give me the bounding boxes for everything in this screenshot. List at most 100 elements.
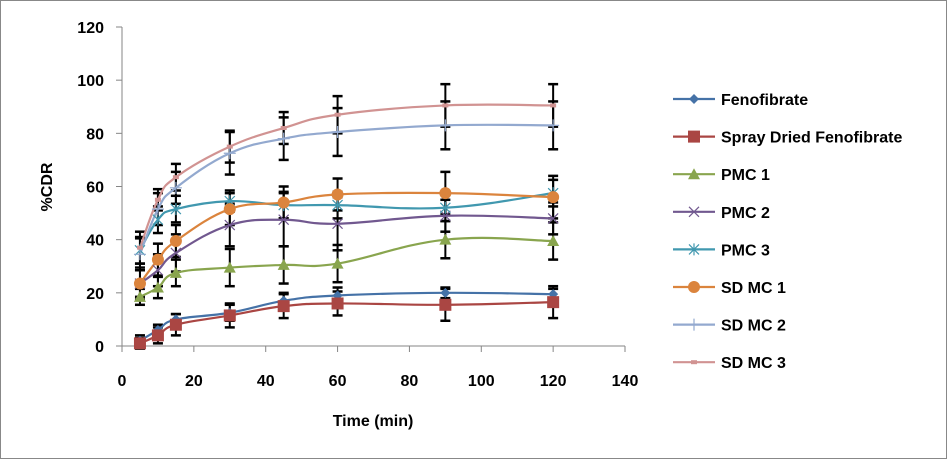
data-point bbox=[151, 253, 164, 266]
data-point bbox=[547, 119, 560, 132]
y-tick-label: 0 bbox=[95, 339, 104, 356]
legend-item: Spray Dried Fenofibrate bbox=[673, 130, 902, 147]
legend-marker bbox=[688, 206, 700, 218]
y-axis-label: %CDR bbox=[39, 162, 56, 211]
data-point bbox=[277, 132, 290, 145]
data-point bbox=[547, 191, 560, 204]
data-point bbox=[439, 119, 452, 132]
data-point bbox=[136, 245, 143, 250]
x-tick-label: 0 bbox=[118, 373, 127, 390]
data-point bbox=[550, 103, 557, 108]
legend-marker bbox=[688, 281, 700, 293]
legend-label: SD MC 2 bbox=[721, 318, 786, 335]
data-point bbox=[439, 201, 451, 214]
series-lines bbox=[138, 103, 554, 345]
x-tick-label: 60 bbox=[329, 373, 347, 390]
series-line-2 bbox=[139, 236, 554, 298]
legend-item: PMC 2 bbox=[673, 205, 770, 222]
data-point bbox=[547, 296, 560, 309]
tick-labels: 0 20 40 60 80 100 120 140 0 20 40 60 80 100 120 bbox=[77, 20, 638, 390]
data-point bbox=[151, 281, 164, 293]
series-line-3 bbox=[139, 214, 554, 285]
y-tick-label: 120 bbox=[77, 20, 104, 37]
y-tick-label: 20 bbox=[86, 286, 104, 303]
data-point bbox=[172, 175, 179, 180]
x-tick-label: 120 bbox=[540, 373, 567, 390]
data-point bbox=[277, 258, 290, 270]
data-point bbox=[439, 187, 452, 200]
data-point bbox=[278, 214, 290, 226]
data-point bbox=[332, 218, 343, 230]
legend-label: SD MC 3 bbox=[721, 355, 786, 372]
data-point bbox=[169, 234, 182, 247]
data-point bbox=[152, 264, 164, 276]
x-tick-label: 140 bbox=[612, 373, 639, 390]
data-point bbox=[331, 126, 344, 139]
legend: Fenofibrate Spray Dried Fenofibrate PMC 1 P… bbox=[673, 92, 902, 372]
legend-item: PMC 3 bbox=[673, 242, 770, 259]
series-line-1 bbox=[139, 301, 554, 345]
data-point bbox=[439, 210, 451, 222]
data-point bbox=[277, 300, 290, 313]
data-point bbox=[223, 203, 236, 216]
x-tick-label: 40 bbox=[257, 373, 275, 390]
series-line-6 bbox=[138, 123, 554, 255]
data-point bbox=[439, 233, 452, 245]
data-point bbox=[334, 112, 341, 117]
data-point bbox=[170, 247, 182, 259]
x-axis-label: Time (min) bbox=[333, 413, 414, 430]
data-point bbox=[547, 234, 560, 246]
data-point bbox=[133, 277, 146, 290]
legend-marker bbox=[688, 243, 700, 256]
data-point bbox=[169, 266, 182, 278]
y-tick-label: 100 bbox=[77, 73, 104, 90]
data-point bbox=[331, 257, 344, 269]
data-point bbox=[133, 290, 146, 302]
series-markers bbox=[133, 103, 560, 350]
legend-item: SD MC 3 bbox=[673, 355, 786, 372]
y-tick-label: 60 bbox=[86, 180, 104, 197]
data-point bbox=[223, 261, 236, 273]
series-line-7 bbox=[138, 103, 554, 249]
x-tick-label: 100 bbox=[468, 373, 495, 390]
data-point bbox=[151, 329, 164, 342]
data-point bbox=[277, 196, 290, 209]
data-point bbox=[169, 181, 182, 194]
legend-label: PMC 2 bbox=[721, 205, 770, 222]
series-line-0 bbox=[139, 291, 554, 342]
data-point bbox=[442, 103, 449, 108]
legend-item: Fenofibrate bbox=[673, 92, 808, 109]
data-point bbox=[547, 212, 559, 224]
legend-label: PMC 1 bbox=[721, 167, 770, 184]
data-point bbox=[170, 203, 182, 216]
y-tick-label: 80 bbox=[86, 126, 104, 143]
data-point bbox=[331, 188, 344, 201]
legend-label: Fenofibrate bbox=[721, 92, 808, 109]
legend-label: PMC 3 bbox=[721, 242, 770, 259]
data-point bbox=[226, 144, 233, 149]
data-point bbox=[151, 203, 164, 216]
data-point bbox=[223, 309, 236, 322]
legend-item: SD MC 2 bbox=[673, 318, 786, 335]
data-point bbox=[439, 298, 452, 311]
data-point bbox=[152, 213, 164, 226]
legend-marker bbox=[688, 168, 700, 180]
data-point bbox=[440, 287, 451, 298]
data-point bbox=[280, 126, 287, 131]
y-tick-label: 40 bbox=[86, 233, 104, 250]
data-point bbox=[169, 318, 182, 331]
data-point bbox=[332, 199, 343, 212]
data-point bbox=[133, 248, 146, 261]
data-point bbox=[154, 197, 161, 202]
x-tick-label: 20 bbox=[185, 373, 203, 390]
legend-marker bbox=[688, 318, 700, 331]
x-tick-label: 80 bbox=[401, 373, 419, 390]
data-point bbox=[133, 337, 146, 350]
legend-marker bbox=[689, 94, 699, 104]
data-point bbox=[224, 219, 236, 231]
legend-item: PMC 1 bbox=[673, 167, 770, 184]
legend-label: SD MC 1 bbox=[721, 280, 786, 297]
legend-marker bbox=[691, 360, 697, 365]
